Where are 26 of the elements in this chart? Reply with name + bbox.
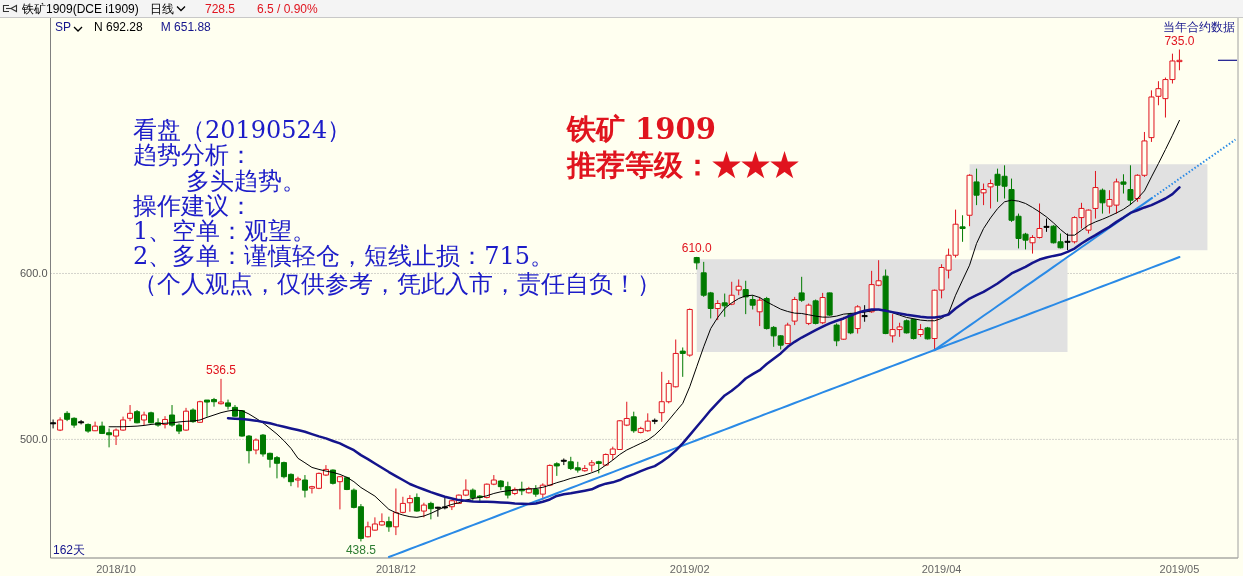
- annotation: 看盘（20190524）: [133, 116, 352, 144]
- annotation: （个人观点，仅供参考，凭此入市，责任自负！）: [133, 270, 661, 298]
- annotation: 多头趋势。: [186, 167, 306, 195]
- annotation: 铁矿 1909: [566, 112, 716, 146]
- y-tick-label: 600.0: [19, 267, 48, 280]
- x-tick-label: 2018/12: [376, 563, 416, 575]
- x-tick-label: 2018/10: [96, 563, 136, 575]
- annotation: 2、多单：谨慎轻仓，短线止损：715。: [133, 242, 555, 270]
- y-tick-label: 500.0: [19, 433, 48, 446]
- text: 6.5 / 0.90%: [257, 2, 319, 16]
- x-tick-label: 2019/04: [921, 563, 962, 575]
- annotation: 推荐等级：★★★: [566, 148, 799, 182]
- annotation: 610.0: [681, 240, 713, 255]
- x-tick-label: 2019/02: [669, 563, 710, 575]
- annotation: 当年合约数据: [1163, 20, 1235, 34]
- annotation: 735.0: [1164, 33, 1195, 48]
- annotation: 162天: [53, 543, 86, 557]
- chart-title: 铁矿1909(DCE i1909): [21, 2, 139, 16]
- chart-subtitle: 日线: [150, 2, 174, 16]
- annotation: 趋势分析：: [133, 141, 253, 169]
- text: 728.5: [205, 2, 236, 16]
- legend: N 692.28 M 651.88: [94, 20, 211, 34]
- annotation: 536.5: [205, 362, 237, 377]
- annotation: 438.5: [345, 543, 377, 558]
- annotation: SP: [55, 20, 72, 34]
- x-tick-label: 2019/05: [1159, 563, 1200, 575]
